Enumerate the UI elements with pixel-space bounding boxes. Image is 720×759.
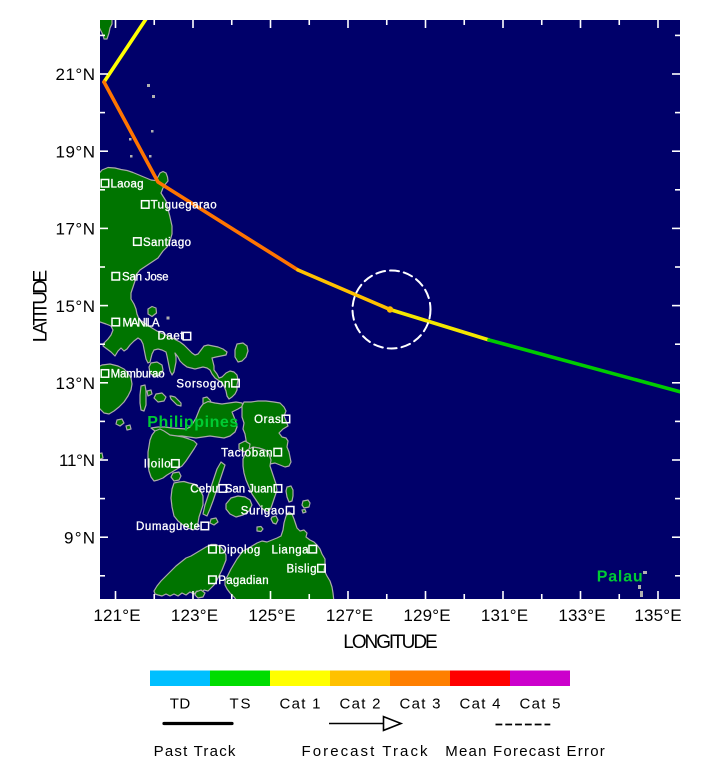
svg-text:San Jose: San Jose	[122, 272, 169, 284]
svg-text:17°N: 17°N	[56, 220, 96, 239]
svg-text:Iloilo: Iloilo	[144, 459, 171, 471]
svg-text:LONGITUDE: LONGITUDE	[343, 632, 437, 653]
svg-text:Cat 5: Cat 5	[520, 696, 561, 713]
svg-text:TD: TD	[170, 696, 191, 713]
svg-text:Cat 1: Cat 1	[280, 696, 321, 713]
svg-text:121°E: 121°E	[93, 606, 140, 625]
svg-text:9°N: 9°N	[64, 528, 95, 547]
svg-text:Bislig: Bislig	[287, 564, 317, 576]
svg-text:11°N: 11°N	[59, 451, 95, 470]
svg-text:Philippines: Philippines	[147, 414, 238, 431]
svg-text:Dumaguete: Dumaguete	[136, 521, 200, 533]
svg-text:131°E: 131°E	[481, 606, 528, 625]
svg-text:Palau: Palau	[597, 569, 643, 586]
svg-text:Cat 2: Cat 2	[340, 696, 381, 713]
svg-text:Tacloban: Tacloban	[221, 447, 272, 459]
svg-text:13°N: 13°N	[56, 374, 96, 393]
svg-text:15°N: 15°N	[56, 297, 96, 316]
svg-text:123°E: 123°E	[171, 606, 218, 625]
svg-text:Cat 3: Cat 3	[400, 696, 441, 713]
svg-text:Pagadian: Pagadian	[218, 575, 268, 587]
svg-text:Past Track: Past Track	[154, 743, 236, 759]
svg-text:Mean Forecast Error: Mean Forecast Error	[445, 743, 605, 759]
svg-text:San Juan: San Juan	[225, 484, 273, 496]
svg-text:MANILA: MANILA	[123, 318, 160, 330]
svg-text:Laoag: Laoag	[111, 179, 144, 191]
svg-text:TS: TS	[230, 696, 251, 713]
svg-text:19°N: 19°N	[56, 142, 96, 161]
svg-text:129°E: 129°E	[403, 606, 450, 625]
svg-text:Lianga: Lianga	[272, 544, 310, 556]
svg-text:Sorsogon: Sorsogon	[176, 378, 230, 390]
svg-text:135°E: 135°E	[634, 606, 681, 625]
svg-text:Surigao: Surigao	[241, 506, 285, 518]
svg-text:133°E: 133°E	[558, 606, 605, 625]
svg-text:Forecast Track: Forecast Track	[302, 743, 429, 759]
svg-text:Dipolog: Dipolog	[218, 544, 260, 556]
svg-text:Cebu: Cebu	[190, 484, 218, 496]
svg-text:Tuguegarao: Tuguegarao	[151, 200, 217, 212]
svg-text:Santiago: Santiago	[143, 237, 191, 249]
svg-text:Daet: Daet	[158, 331, 185, 343]
svg-text:Oras: Oras	[254, 414, 281, 426]
svg-text:Mamburao: Mamburao	[111, 369, 165, 381]
svg-text:LATITUDE: LATITUDE	[31, 270, 52, 343]
svg-text:21°N: 21°N	[56, 65, 96, 84]
svg-text:127°E: 127°E	[326, 606, 373, 625]
svg-text:125°E: 125°E	[248, 606, 295, 625]
svg-text:Cat 4: Cat 4	[460, 696, 501, 713]
